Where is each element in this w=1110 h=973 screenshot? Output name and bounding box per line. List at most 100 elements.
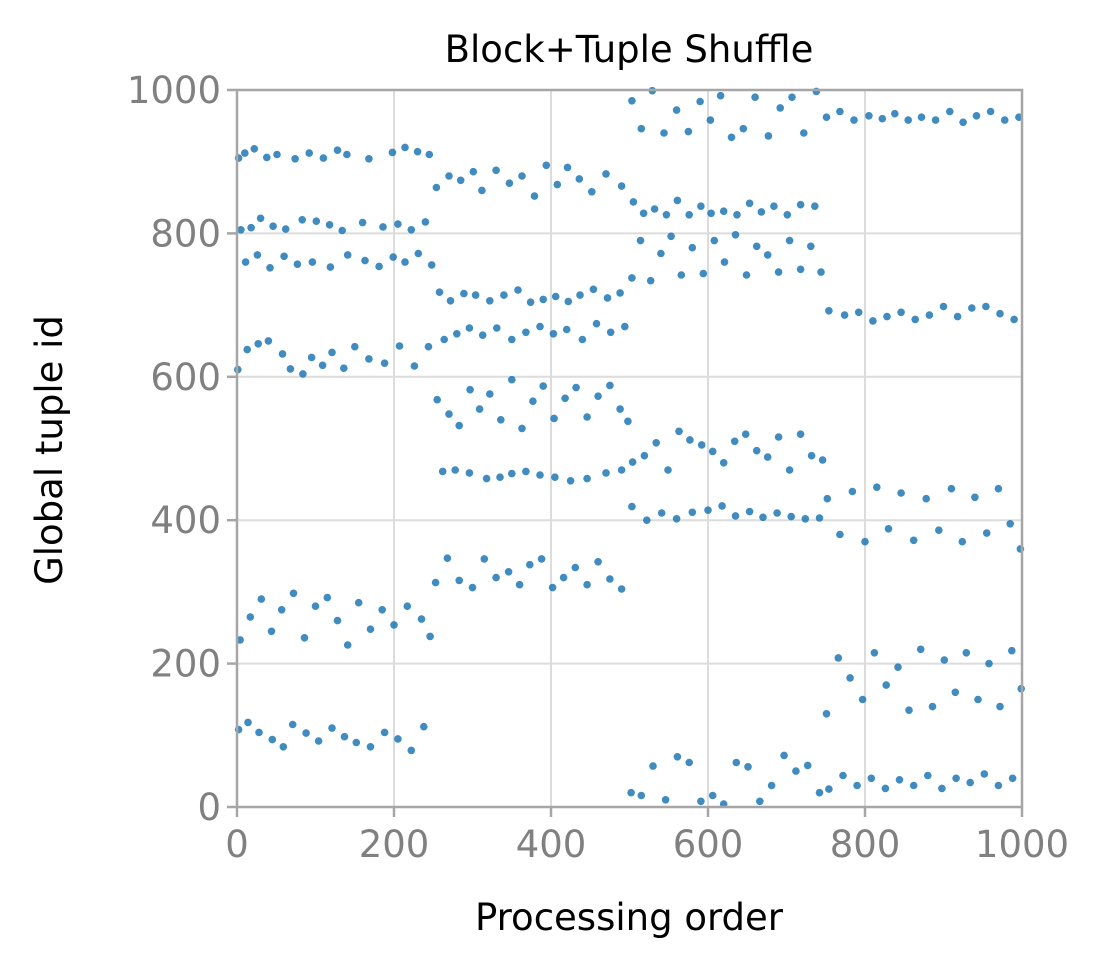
- data-point: [894, 663, 902, 671]
- data-point: [478, 186, 486, 195]
- data-point: [966, 778, 974, 787]
- data-point: [637, 791, 646, 800]
- data-point: [551, 292, 560, 301]
- data-point: [288, 720, 297, 729]
- data-point: [466, 385, 474, 394]
- data-point: [588, 188, 596, 196]
- y-tick-label: 1000: [127, 69, 221, 112]
- data-point: [514, 286, 522, 294]
- data-point: [365, 155, 373, 163]
- data-point: [652, 439, 660, 447]
- data-point: [935, 526, 943, 534]
- data-point: [559, 573, 568, 582]
- data-point: [952, 774, 960, 783]
- data-point: [451, 466, 460, 474]
- data-point: [424, 342, 433, 351]
- data-point: [475, 405, 484, 413]
- data-point: [500, 291, 508, 299]
- data-point: [959, 118, 967, 127]
- data-point: [867, 774, 876, 783]
- data-point: [719, 207, 728, 215]
- data-point: [697, 441, 706, 449]
- data-point: [836, 530, 844, 539]
- data-point: [241, 258, 250, 266]
- data-point: [594, 392, 602, 401]
- data-point: [904, 116, 912, 124]
- data-point: [788, 93, 796, 101]
- data-point: [496, 473, 504, 482]
- data-point: [277, 606, 286, 614]
- data-point: [763, 251, 772, 259]
- data-point: [684, 127, 693, 136]
- data-point: [493, 324, 501, 332]
- data-point: [375, 262, 383, 271]
- data-point: [286, 365, 295, 373]
- data-point: [627, 788, 635, 797]
- data-point: [767, 781, 776, 790]
- data-point: [861, 537, 869, 546]
- data-point: [924, 771, 932, 780]
- data-point: [420, 722, 428, 731]
- data-point: [686, 436, 694, 444]
- data-point: [962, 649, 971, 657]
- data-point: [312, 217, 321, 225]
- data-point: [361, 256, 369, 265]
- data-point: [471, 291, 480, 299]
- data-point: [518, 172, 526, 180]
- data-point: [243, 345, 251, 354]
- data-point: [575, 175, 584, 183]
- data-points: [234, 86, 1025, 808]
- data-point: [530, 192, 539, 200]
- data-point: [917, 113, 926, 121]
- data-point: [539, 295, 547, 304]
- data-point: [751, 93, 759, 101]
- data-point: [812, 87, 821, 96]
- data-point: [492, 166, 500, 175]
- data-point: [637, 124, 646, 133]
- data-point: [796, 430, 805, 439]
- data-point: [340, 732, 349, 741]
- data-point: [578, 335, 587, 344]
- data-point: [328, 724, 336, 732]
- data-point: [455, 576, 464, 585]
- data-point: [338, 226, 347, 235]
- x-tick-label: 200: [359, 823, 430, 866]
- data-point: [905, 706, 913, 714]
- data-point: [333, 616, 342, 625]
- data-point: [522, 467, 530, 476]
- data-point: [825, 785, 833, 793]
- data-point: [508, 375, 516, 384]
- data-point: [764, 132, 773, 140]
- data-point: [1008, 774, 1017, 783]
- data-point: [468, 583, 477, 592]
- data-point: [435, 288, 444, 297]
- data-point: [482, 474, 491, 483]
- y-axis-ticks: 0 200 400 600 800 1000: [127, 69, 237, 829]
- data-point: [445, 410, 453, 418]
- data-point: [895, 776, 904, 784]
- data-point: [650, 205, 659, 213]
- data-point: [480, 555, 489, 563]
- data-point: [572, 383, 580, 392]
- data-point: [279, 743, 288, 751]
- data-point: [263, 153, 271, 162]
- data-point: [940, 656, 949, 664]
- data-point: [563, 163, 572, 172]
- data-point: [807, 242, 815, 251]
- data-point: [727, 133, 736, 142]
- data-point: [664, 466, 672, 474]
- data-point: [241, 149, 249, 157]
- data-point: [878, 114, 887, 123]
- data-point: [716, 91, 725, 100]
- data-point: [456, 176, 465, 185]
- data-point: [433, 395, 442, 404]
- data-point: [853, 781, 861, 790]
- data-point: [308, 258, 317, 266]
- data-point: [776, 104, 784, 112]
- data-point: [822, 710, 831, 718]
- data-point: [624, 417, 632, 426]
- data-point: [548, 583, 557, 592]
- data-point: [325, 221, 334, 229]
- data-point: [840, 311, 849, 319]
- gridlines: [236, 89, 1023, 808]
